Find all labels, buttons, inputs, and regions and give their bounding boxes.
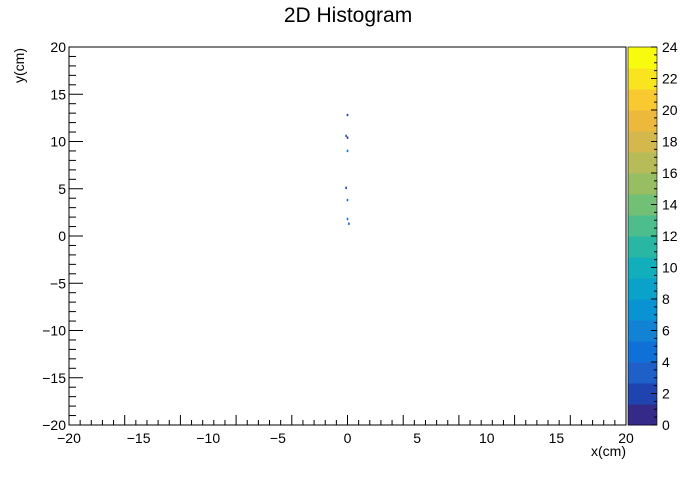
colorbar-swatch [628, 47, 657, 69]
y-tick-label: −15 [42, 370, 66, 386]
y-tick-label: −20 [42, 417, 66, 433]
colorbar-swatch [628, 383, 657, 405]
histogram-bin [345, 186, 347, 190]
colorbar-swatch [628, 131, 657, 153]
x-tick-label: −5 [270, 430, 286, 446]
histogram-bin [346, 113, 349, 117]
colorbar-swatch [628, 110, 657, 132]
histogram-bin [346, 217, 349, 221]
colorbar-swatch [628, 257, 657, 279]
x-tick-label: 10 [479, 430, 495, 446]
x-axis-label: x(cm) [591, 443, 626, 459]
marks-layer [345, 113, 350, 225]
y-tick-label: −5 [50, 275, 66, 291]
y-tick-label: 10 [50, 134, 66, 150]
histogram-bin [346, 149, 349, 153]
colorbar-tick-label: 10 [662, 260, 678, 276]
colorbar-tick-label: 12 [662, 228, 678, 244]
colorbar-swatch [628, 320, 657, 342]
histogram-bin [345, 134, 347, 138]
colorbar-swatch [628, 236, 657, 258]
colorbar-swatch [628, 341, 657, 363]
colorbar-swatch [628, 194, 657, 216]
colorbar-tick-label: 24 [662, 39, 678, 55]
histogram-bin [346, 136, 349, 139]
colorbar-swatch [628, 299, 657, 321]
colorbar-swatch [628, 89, 657, 111]
colorbar-swatch [628, 362, 657, 384]
colorbar-swatch [628, 68, 657, 90]
colorbar-tick-label: 20 [662, 102, 678, 118]
y-tick-label: −10 [42, 323, 66, 339]
x-tick-label: −10 [196, 430, 220, 446]
y-tick-label: 15 [50, 86, 66, 102]
x-tick-label: 20 [618, 430, 634, 446]
colorbar-swatch [628, 278, 657, 300]
histogram-bin [346, 198, 349, 202]
colorbar-tick-label: 2 [662, 386, 670, 402]
colorbar-tick-label: 22 [662, 71, 678, 87]
y-tick-label: 20 [50, 39, 66, 55]
x-tick-label: −15 [127, 430, 151, 446]
colorbar-tick-label: 18 [662, 134, 678, 150]
colorbar-tick-label: 6 [662, 323, 670, 339]
colorbar-swatch [628, 173, 657, 195]
x-tick-label: 0 [344, 430, 352, 446]
x-axis: −20 −15 −10 −5 0 5 10 15 20 [57, 415, 634, 446]
y-axis-label: y(cm) [11, 48, 27, 83]
y-tick-label: 0 [58, 228, 66, 244]
colorbar-tick-label: 8 [662, 291, 670, 307]
x-tick-label: 15 [549, 430, 565, 446]
x-tick-label: 5 [413, 430, 421, 446]
colorbar-swatch [628, 152, 657, 174]
x-tick-label: −20 [57, 430, 81, 446]
plot-frame [68, 46, 627, 426]
colorbar-swatch [628, 215, 657, 237]
histogram-bin [348, 222, 350, 225]
colorbar-tick-label: 14 [662, 197, 678, 213]
y-tick-label: 5 [58, 181, 66, 197]
colorbar-swatch [628, 404, 657, 426]
colorbar-tick-label: 0 [662, 417, 670, 433]
y-axis: −20 −15 −10 −5 0 5 10 15 20 [42, 39, 83, 433]
colorbar-tick-label: 4 [662, 354, 670, 370]
chart-title: 2D Histogram [284, 4, 412, 27]
colorbar-tick-label: 16 [662, 165, 678, 181]
